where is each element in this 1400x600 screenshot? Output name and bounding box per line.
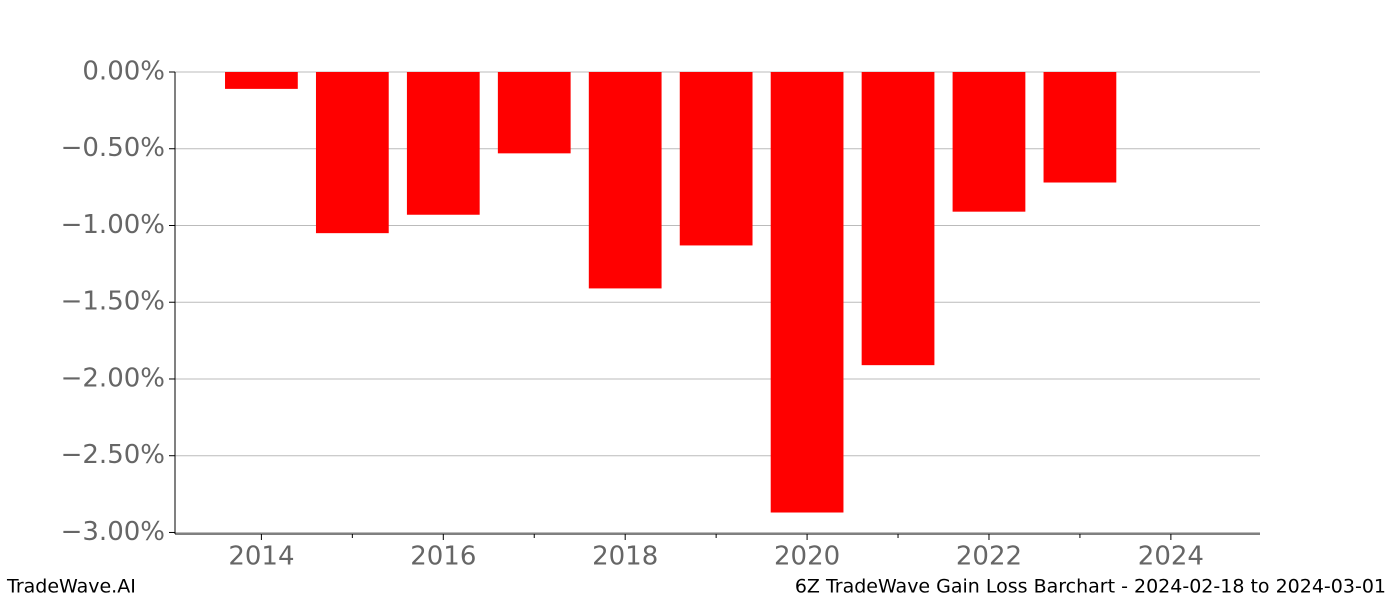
y-tick-label: −2.50% bbox=[61, 440, 165, 470]
bar bbox=[1043, 72, 1117, 183]
y-tick-label: −0.50% bbox=[61, 133, 165, 163]
y-tick-label: −1.50% bbox=[61, 287, 165, 317]
y-tick-label: −2.00% bbox=[61, 363, 165, 393]
bar bbox=[225, 72, 298, 89]
footer-right: 6Z TradeWave Gain Loss Barchart - 2024-0… bbox=[795, 576, 1386, 598]
bar bbox=[952, 72, 1026, 212]
x-tick-label: 2022 bbox=[956, 542, 1022, 572]
y-tick-label: −1.00% bbox=[61, 210, 165, 240]
x-tick-label: 2024 bbox=[1138, 542, 1204, 572]
bar bbox=[679, 72, 753, 246]
y-tick-label: 0.00% bbox=[82, 57, 165, 87]
x-tick-label: 2016 bbox=[410, 542, 476, 572]
bar bbox=[315, 72, 389, 234]
bar bbox=[770, 72, 844, 513]
x-tick-label: 2018 bbox=[592, 542, 658, 572]
footer-left: TradeWave.AI bbox=[6, 576, 136, 598]
bar bbox=[497, 72, 571, 154]
y-tick-label: −3.00% bbox=[61, 517, 165, 547]
x-tick-label: 2014 bbox=[228, 542, 294, 572]
bar bbox=[406, 72, 480, 215]
x-tick-label: 2020 bbox=[774, 542, 840, 572]
bar bbox=[861, 72, 935, 366]
bar bbox=[588, 72, 662, 289]
